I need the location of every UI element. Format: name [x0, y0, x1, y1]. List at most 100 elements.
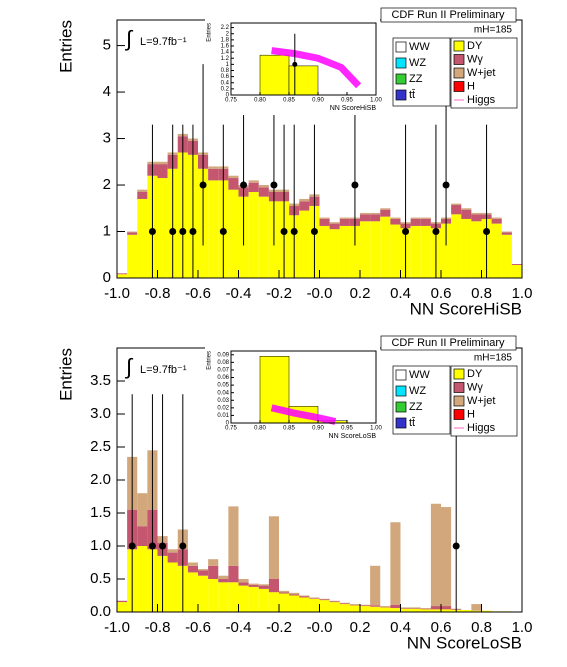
y-tick-label: 5 — [103, 37, 111, 54]
data-point — [148, 542, 156, 550]
bar-segment — [370, 606, 381, 612]
data-point — [351, 181, 359, 189]
bar-segment — [410, 607, 421, 609]
data-point — [442, 181, 450, 189]
x-tick-label: -0.6 — [185, 285, 211, 302]
bar-segment — [420, 609, 431, 612]
bar-segment — [208, 565, 219, 579]
x-tick-label: -0.6 — [185, 619, 211, 636]
luminosity: L=9.7fb⁻¹ — [140, 364, 187, 376]
bar-segment — [319, 225, 330, 278]
y-tick-label: 2.0 — [90, 471, 111, 488]
x-tick-label: 0.90 — [312, 98, 324, 104]
bar-segment — [410, 608, 421, 612]
bar-segment — [238, 582, 249, 586]
bar-segment — [339, 603, 350, 605]
bar-segment — [137, 189, 148, 192]
x-tick-label: 1.00 — [370, 426, 382, 432]
legend-swatch — [395, 401, 407, 413]
y-tick-label: 2 — [103, 176, 111, 193]
bar-segment — [248, 192, 259, 278]
y-axis-title: Entries — [56, 20, 75, 73]
x-tick-label: 0.8 — [471, 285, 492, 302]
x-tick-label: 0.8 — [471, 619, 492, 636]
bar-segment — [511, 264, 522, 265]
bar-segment — [319, 217, 330, 219]
x-tick-label: -0.0 — [307, 285, 333, 302]
bar-segment — [268, 579, 279, 593]
bar-segment — [268, 592, 279, 612]
bar-segment — [208, 559, 219, 566]
bar-segment — [248, 182, 259, 192]
bar-segment — [299, 201, 310, 211]
bar-segment — [157, 164, 168, 179]
mass-label: mH=185 — [474, 25, 513, 36]
data-point — [452, 542, 460, 550]
bar-segment — [349, 604, 360, 605]
integral-sign: ∫ — [124, 354, 134, 379]
y-tick-label: 0.03 — [217, 398, 229, 404]
y-tick-label: 3 — [103, 130, 111, 147]
bar-segment — [228, 506, 239, 566]
bar-segment — [218, 579, 229, 583]
bar-segment — [441, 609, 452, 612]
bar-segment — [127, 234, 138, 278]
legend-swatch — [395, 41, 407, 53]
y-tick-label: 0.09 — [217, 352, 229, 358]
bar-segment — [471, 604, 482, 611]
bar-segment — [248, 583, 259, 585]
bar-segment — [187, 565, 198, 573]
legend-label: ZZ — [409, 401, 423, 413]
bar-segment — [380, 606, 391, 607]
bar-segment — [390, 217, 401, 219]
bar-segment — [289, 594, 300, 596]
x-tick-label: 1.0 — [512, 619, 533, 636]
x-axis-title: NN ScoreHiSB — [410, 299, 522, 318]
bar-segment — [370, 605, 381, 607]
x-axis-title: NN ScoreLoSB — [407, 633, 522, 652]
data-point — [310, 228, 318, 236]
bar-segment — [410, 608, 421, 609]
bar-segment — [137, 198, 148, 278]
x-tick-label: 0.90 — [312, 426, 324, 432]
x-axis-title: NN ScoreLoSB — [329, 433, 377, 440]
bar-segment — [451, 203, 462, 206]
y-tick-label: 3.5 — [90, 372, 111, 389]
x-tick-label: 0.75 — [225, 426, 237, 432]
bar-segment — [390, 608, 401, 612]
bar-segment — [228, 178, 239, 190]
legend-label: W+jet — [467, 67, 495, 79]
bar-segment — [420, 217, 431, 219]
y-tick-label: 0.01 — [217, 413, 229, 419]
bar-segment — [268, 516, 279, 579]
bar-segment — [329, 223, 340, 230]
bar-segment — [481, 610, 492, 612]
legend-swatch — [453, 409, 465, 420]
bar-segment — [319, 218, 330, 226]
bar-segment — [339, 217, 350, 219]
bar-segment — [137, 526, 148, 546]
bar-segment — [299, 597, 310, 612]
bar-segment — [279, 590, 290, 593]
legend-swatch — [453, 395, 465, 407]
data-point — [179, 542, 187, 550]
y-tick-label: 0.02 — [217, 405, 229, 411]
title-box — [380, 7, 517, 23]
x-tick-label: 0.85 — [283, 426, 295, 432]
bar-segment — [501, 231, 512, 233]
x-tick-label: -0.0 — [307, 619, 333, 636]
bar-segment — [279, 593, 290, 612]
bar-segment — [400, 608, 411, 609]
bar-segment — [309, 598, 320, 612]
x-tick-label: 0.6 — [431, 619, 452, 636]
legend-label: W+jet — [467, 395, 495, 407]
bar-segment — [491, 223, 502, 278]
data-point — [199, 181, 207, 189]
y-tick-label: 0.8 — [221, 68, 230, 74]
y-tick-label: 0.08 — [217, 360, 229, 366]
bar-segment — [258, 185, 269, 188]
bar-segment — [471, 221, 482, 278]
inset-background — [205, 346, 380, 443]
x-tick-label: -1.0 — [104, 285, 130, 302]
legend-label: WW — [409, 369, 430, 381]
